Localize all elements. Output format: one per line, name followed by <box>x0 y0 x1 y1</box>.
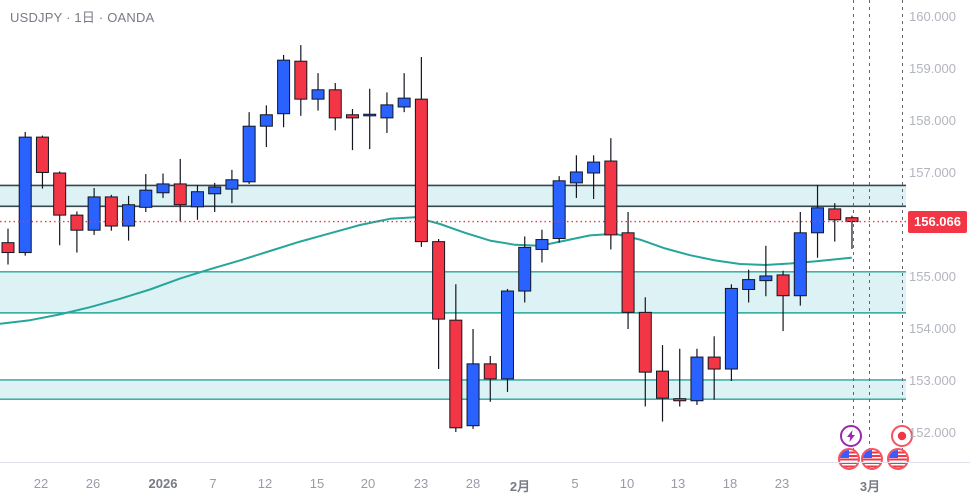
candle-body <box>673 398 687 402</box>
time-tick-label: 18 <box>722 476 738 491</box>
price-tick-label: 155.000 <box>909 269 956 284</box>
time-tick-label: 22 <box>33 476 49 491</box>
candle-body <box>311 89 325 100</box>
candle-body <box>53 172 67 216</box>
time-tick-label: 5 <box>571 476 579 491</box>
economic-event-icon[interactable] <box>840 425 862 447</box>
japan-flag-icon[interactable] <box>891 425 913 447</box>
candle-body <box>552 180 566 240</box>
candle-body <box>724 287 738 370</box>
candle-body <box>277 59 291 115</box>
candle-body <box>345 114 359 119</box>
price-tick-label: 157.000 <box>909 165 956 180</box>
candle-body <box>483 363 497 380</box>
candle-body <box>793 232 807 297</box>
time-tick-label: 26 <box>85 476 101 491</box>
candle-body <box>518 246 532 292</box>
candle-body <box>242 125 256 183</box>
price-tick-label: 159.000 <box>909 61 956 76</box>
time-tick-label: 12 <box>257 476 273 491</box>
candle-body <box>638 311 652 373</box>
candle-body <box>87 196 101 231</box>
price-zone-band <box>0 271 906 313</box>
price-tick-label: 152.000 <box>909 425 956 440</box>
time-tick-label: 20 <box>360 476 376 491</box>
moving-average-line <box>0 216 852 325</box>
time-axis[interactable]: 22 26 2026 7 12 15 20 23 28 2月 5 10 13 18 23 3月 <box>0 462 970 498</box>
candle-body <box>587 161 601 174</box>
candle-body <box>208 186 222 195</box>
candle-body <box>122 204 136 227</box>
price-zone-band <box>0 185 906 207</box>
candle-body <box>1 242 15 254</box>
price-tick-label: 154.000 <box>909 321 956 336</box>
us-flag-icon[interactable] <box>887 448 909 470</box>
candle-body <box>397 97 411 108</box>
candle-body <box>363 113 377 117</box>
time-tick-label: 23 <box>413 476 429 491</box>
price-tick-label: 160.000 <box>909 9 956 24</box>
candle-body <box>139 189 153 208</box>
time-tick-label: 23 <box>774 476 790 491</box>
candle-body <box>535 239 549 250</box>
candle-body <box>466 363 480 427</box>
candle-body <box>225 179 239 190</box>
price-axis[interactable]: 156.066 160.000 159.000 158.000 157.000 155.… <box>905 0 970 462</box>
candle-body <box>104 196 118 227</box>
candle-body <box>35 136 49 173</box>
candle-body <box>759 275 773 282</box>
time-tick-label: 2月 <box>509 479 531 494</box>
time-tick-label: 10 <box>619 476 635 491</box>
time-tick-label: 13 <box>670 476 686 491</box>
candle-body <box>380 104 394 119</box>
candle-body <box>294 60 308 100</box>
candle-body <box>828 208 842 221</box>
candle-body <box>569 171 583 184</box>
candle-body <box>811 207 825 234</box>
candle-body <box>742 279 756 290</box>
time-tick-label: 28 <box>465 476 481 491</box>
candle-body <box>604 160 618 236</box>
us-flag-icon[interactable] <box>861 448 883 470</box>
price-tick-label: 153.000 <box>909 373 956 388</box>
us-flag-icon[interactable] <box>838 448 860 470</box>
candle-body <box>414 98 428 243</box>
candle-body <box>190 191 204 208</box>
candle-body <box>690 356 704 402</box>
candle-body <box>776 274 790 297</box>
symbol-title[interactable]: USDJPY · 1日 · OANDA <box>10 10 155 25</box>
time-tick-label: 2026 <box>148 476 178 491</box>
candle-body <box>70 214 84 231</box>
candle-body <box>173 183 187 206</box>
time-tick-label: 7 <box>209 476 217 491</box>
last-price-badge: 156.066 <box>908 210 967 233</box>
candle-body <box>18 136 32 254</box>
candle-body <box>432 241 446 320</box>
candle-body <box>449 319 463 429</box>
price-tick-label: 158.000 <box>909 113 956 128</box>
time-tick-label: 3月 <box>859 479 881 494</box>
candle-body <box>500 290 514 380</box>
candle-body <box>656 370 670 399</box>
candle-body <box>259 114 273 127</box>
candle-body <box>156 183 170 194</box>
time-tick-label: 15 <box>309 476 325 491</box>
candle-body <box>328 89 342 119</box>
candle-body <box>707 356 721 370</box>
candle-body <box>621 232 635 313</box>
